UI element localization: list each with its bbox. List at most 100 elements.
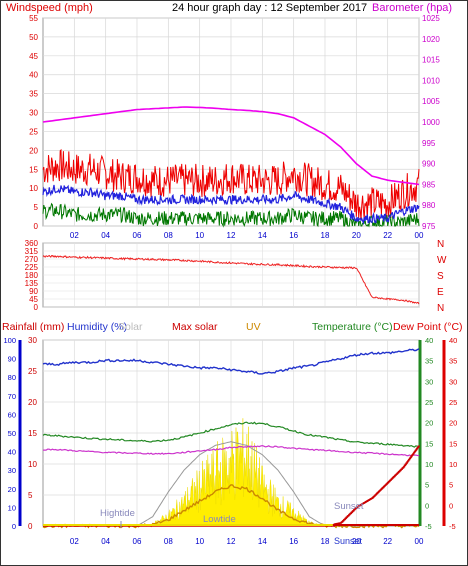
humidity-tick-label: 0 <box>12 522 16 531</box>
climate-x-tick-label: 20 <box>352 537 361 546</box>
solar-area <box>152 418 326 527</box>
lowtide-label: Lowtide <box>203 514 236 525</box>
wind-x-tick-label: 08 <box>164 231 173 240</box>
climate-x-tick-label: 12 <box>227 537 236 546</box>
wind-x-tick-label: 04 <box>101 231 110 240</box>
wind-x-tick-label: 12 <box>227 231 236 240</box>
wind-x-tick-label: 10 <box>195 231 204 240</box>
temperature-tick-label: 35 <box>425 357 433 366</box>
rainfall-axis-title: Rainfall (mm) <box>2 321 64 333</box>
direction-tick-label: 315 <box>25 247 39 256</box>
direction-tick-label: 225 <box>25 263 39 272</box>
barometer-line <box>42 106 420 186</box>
dew-point-tick-label: 10 <box>449 460 457 469</box>
solar-axis-title: Solar <box>118 321 143 333</box>
barometer-tick-label: 1015 <box>422 56 440 65</box>
barometer-tick-label: 1020 <box>422 35 440 44</box>
wind-tick-label: 25 <box>29 127 38 136</box>
barometer-tick-label: 990 <box>422 160 436 169</box>
wind-x-tick-label: 02 <box>70 231 79 240</box>
temperature-y-axis: -5 0 5 10 15 20 25 30 35 40 <box>425 336 433 531</box>
dew-point-tick-label: 0 <box>449 501 453 510</box>
wind-direction-line <box>42 254 420 305</box>
wind-series <box>42 106 420 228</box>
temperature-line <box>42 421 419 448</box>
barometer-axis-title: Barometer (hpa) <box>372 2 452 14</box>
climate-x-tick-label: 10 <box>195 537 204 546</box>
rainfall-y-axis: 0 5 10 15 20 25 30 <box>28 336 37 531</box>
direction-tick-label: 135 <box>25 279 39 288</box>
direction-tick-label: 90 <box>29 287 38 296</box>
rainfall-tick-label: 5 <box>28 491 33 500</box>
climate-x-tick-label: 00 <box>415 537 424 546</box>
wind-x-tick-label: 00 <box>415 231 424 240</box>
rainfall-tick-label: 10 <box>28 460 37 469</box>
wind-tick-label: 20 <box>29 146 38 155</box>
temperature-tick-label: 20 <box>425 419 433 428</box>
dew-point-tick-label: 20 <box>449 419 457 428</box>
wind-tick-label: 30 <box>29 109 38 118</box>
dew-point-tick-label: 5 <box>449 481 453 490</box>
direction-tick-label: 45 <box>29 295 38 304</box>
direction-tick-label: 270 <box>25 255 39 264</box>
wind-tick-label: 0 <box>34 222 39 231</box>
dew-point-tick-label: 30 <box>449 377 457 386</box>
climate-x-tick-label: 04 <box>101 537 110 546</box>
uv-axis-title: UV <box>246 321 261 333</box>
direction-gridlines <box>43 242 420 308</box>
climate-series <box>42 348 420 529</box>
wind-minimum-line <box>42 202 420 228</box>
humidity-line <box>42 348 420 375</box>
direction-tick-label: 360 <box>25 239 39 248</box>
chart-title: 24 hour graph day : 12 September 2017 <box>172 2 367 14</box>
wind-tick-label: 5 <box>34 203 39 212</box>
temperature-tick-label: 30 <box>425 377 433 386</box>
barometer-tick-label: 975 <box>422 222 436 231</box>
humidity-tick-label: 30 <box>8 466 16 475</box>
dew-point-y-axis: -5 0 5 10 15 20 25 30 35 40 <box>449 336 457 531</box>
temperature-tick-label: 5 <box>425 481 429 490</box>
wind-average-line <box>42 184 420 226</box>
wind-x-tick-label: 18 <box>321 231 330 240</box>
wind-x-tick-label: 06 <box>133 231 142 240</box>
wind-tick-label: 35 <box>29 90 38 99</box>
barometer-tick-label: 1025 <box>422 14 440 23</box>
climate-x-tick-label: 16 <box>289 537 298 546</box>
humidity-tick-label: 50 <box>8 429 16 438</box>
climate-x-axis: 02 04 06 08 10 12 14 16 18 20 22 00 <box>70 537 424 546</box>
compass-label: E <box>437 287 444 298</box>
climate-x-tick-label: 06 <box>133 537 142 546</box>
humidity-tick-label: 10 <box>8 503 16 512</box>
temperature-tick-label: -5 <box>425 522 432 531</box>
climate-x-tick-label: 22 <box>383 537 392 546</box>
dew-point-axis-title: Dew Point (°C) <box>393 321 463 333</box>
barometer-tick-label: 1010 <box>422 76 440 85</box>
rainfall-line <box>43 445 420 527</box>
hightide-label: Hightide <box>100 508 135 519</box>
climate-x-tick-label: 08 <box>164 537 173 546</box>
rainfall-tick-label: 20 <box>28 398 37 407</box>
compass-label: N <box>437 239 444 250</box>
dew-point-tick-label: 40 <box>449 336 457 345</box>
rainfall-tick-label: 30 <box>28 336 37 345</box>
wind-tick-label: 40 <box>29 71 38 80</box>
barometer-tick-label: 1005 <box>422 97 440 106</box>
wind-x-tick-label: 14 <box>258 231 267 240</box>
wind-x-tick-label: 22 <box>383 231 392 240</box>
compass-label: N <box>437 303 444 314</box>
temperature-tick-label: 15 <box>425 439 433 448</box>
wind-tick-label: 50 <box>29 33 38 42</box>
direction-tick-label: 180 <box>25 271 39 280</box>
dew-point-tick-label: 25 <box>449 398 457 407</box>
compass-label: S <box>437 271 444 282</box>
humidity-tick-label: 20 <box>8 485 16 494</box>
rainfall-tick-label: 15 <box>28 429 37 438</box>
rainfall-tick-label: 0 <box>28 522 33 531</box>
dew-point-tick-label: -5 <box>449 522 456 531</box>
